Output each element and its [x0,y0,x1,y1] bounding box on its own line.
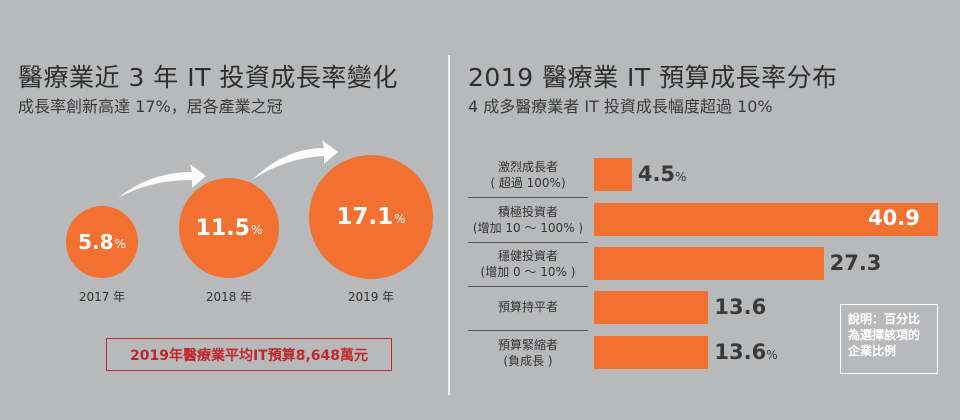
year-label: 2017 年 [78,290,126,304]
bar-value: 4.5% [638,162,687,186]
row-separator [468,286,588,287]
value-number: 4.5 [637,162,676,186]
note-box: 說明：百分比為選擇該項的企業比例 [840,304,938,374]
bar [594,203,938,236]
percent-sign: % [675,170,687,184]
divider [448,55,450,395]
bar [594,158,632,191]
arrow-icon [252,140,338,180]
percent-sign: % [114,237,126,251]
year-label: 2019 年 [347,290,395,304]
year-label: 2018 年 [205,290,253,304]
bar-value: 13.6% [714,340,777,364]
row-label-line: ( 超過 100%) [490,176,566,190]
bar [594,336,709,369]
row-label-line: (負成長 ) [503,354,553,368]
bubble-value: 5.8 [78,230,114,254]
percent-sign: % [394,212,406,226]
row-separator [468,197,588,198]
row-label-line: (增加 10 ～ 100% ) [472,221,584,235]
bubble: 17.1% [309,155,433,279]
value-number: 13.6 [714,340,767,364]
row-label-line: 穩健投資者 [497,249,558,263]
row-label: 預算持平者 [466,299,590,315]
left-title: 醫療業近 3 年 IT 投資成長率變化 [18,63,398,92]
percent-sign: % [250,223,263,237]
bar-value: 13.6 [714,295,766,319]
bubble: 5.8% [66,206,138,278]
bubble-value: 17.1 [336,204,394,230]
budget-note: 2019年醫療業平均IT預算8,648萬元 [106,338,392,371]
bubble-value: 11.5 [195,215,250,241]
percent-sign: % [766,348,778,362]
growth-arrows [118,140,338,198]
value-number: 40.9 [868,206,920,230]
bar-value: 40.9 [868,206,920,230]
bubble: 11.5% [179,178,279,278]
value-number: 27.3 [829,251,882,275]
row-label-line: (增加 0 ～ 10% ) [480,265,576,279]
row-label-line: 預算緊縮者 [497,338,558,352]
right-title: 2019 醫療業 IT 預算成長率分布 [468,63,838,92]
row-label-line: 預算持平者 [497,300,558,314]
left-subtitle: 成長率創新高達 17%，居各產業之冠 [18,97,283,116]
row-label: 穩健投資者 (增加 0 ～ 10% ) [466,248,590,280]
bar [594,291,709,324]
row-separator [468,330,588,331]
row-label: 積極投資者 (增加 10 ～ 100% ) [466,204,590,236]
row-separator [468,242,588,243]
bar-value: 27.3 [830,251,882,275]
row-label-line: 激烈成長者 [497,160,558,174]
row-label: 預算緊縮者 (負成長 ) [466,337,590,369]
arrow-icon [118,164,206,198]
bar [594,247,824,280]
right-subtitle: 4 成多醫療業者 IT 投資成長幅度超過 10% [468,97,773,116]
value-number: 13.6 [714,295,767,319]
row-label-line: 積極投資者 [497,205,558,219]
row-label: 激烈成長者 ( 超過 100%) [466,159,590,191]
